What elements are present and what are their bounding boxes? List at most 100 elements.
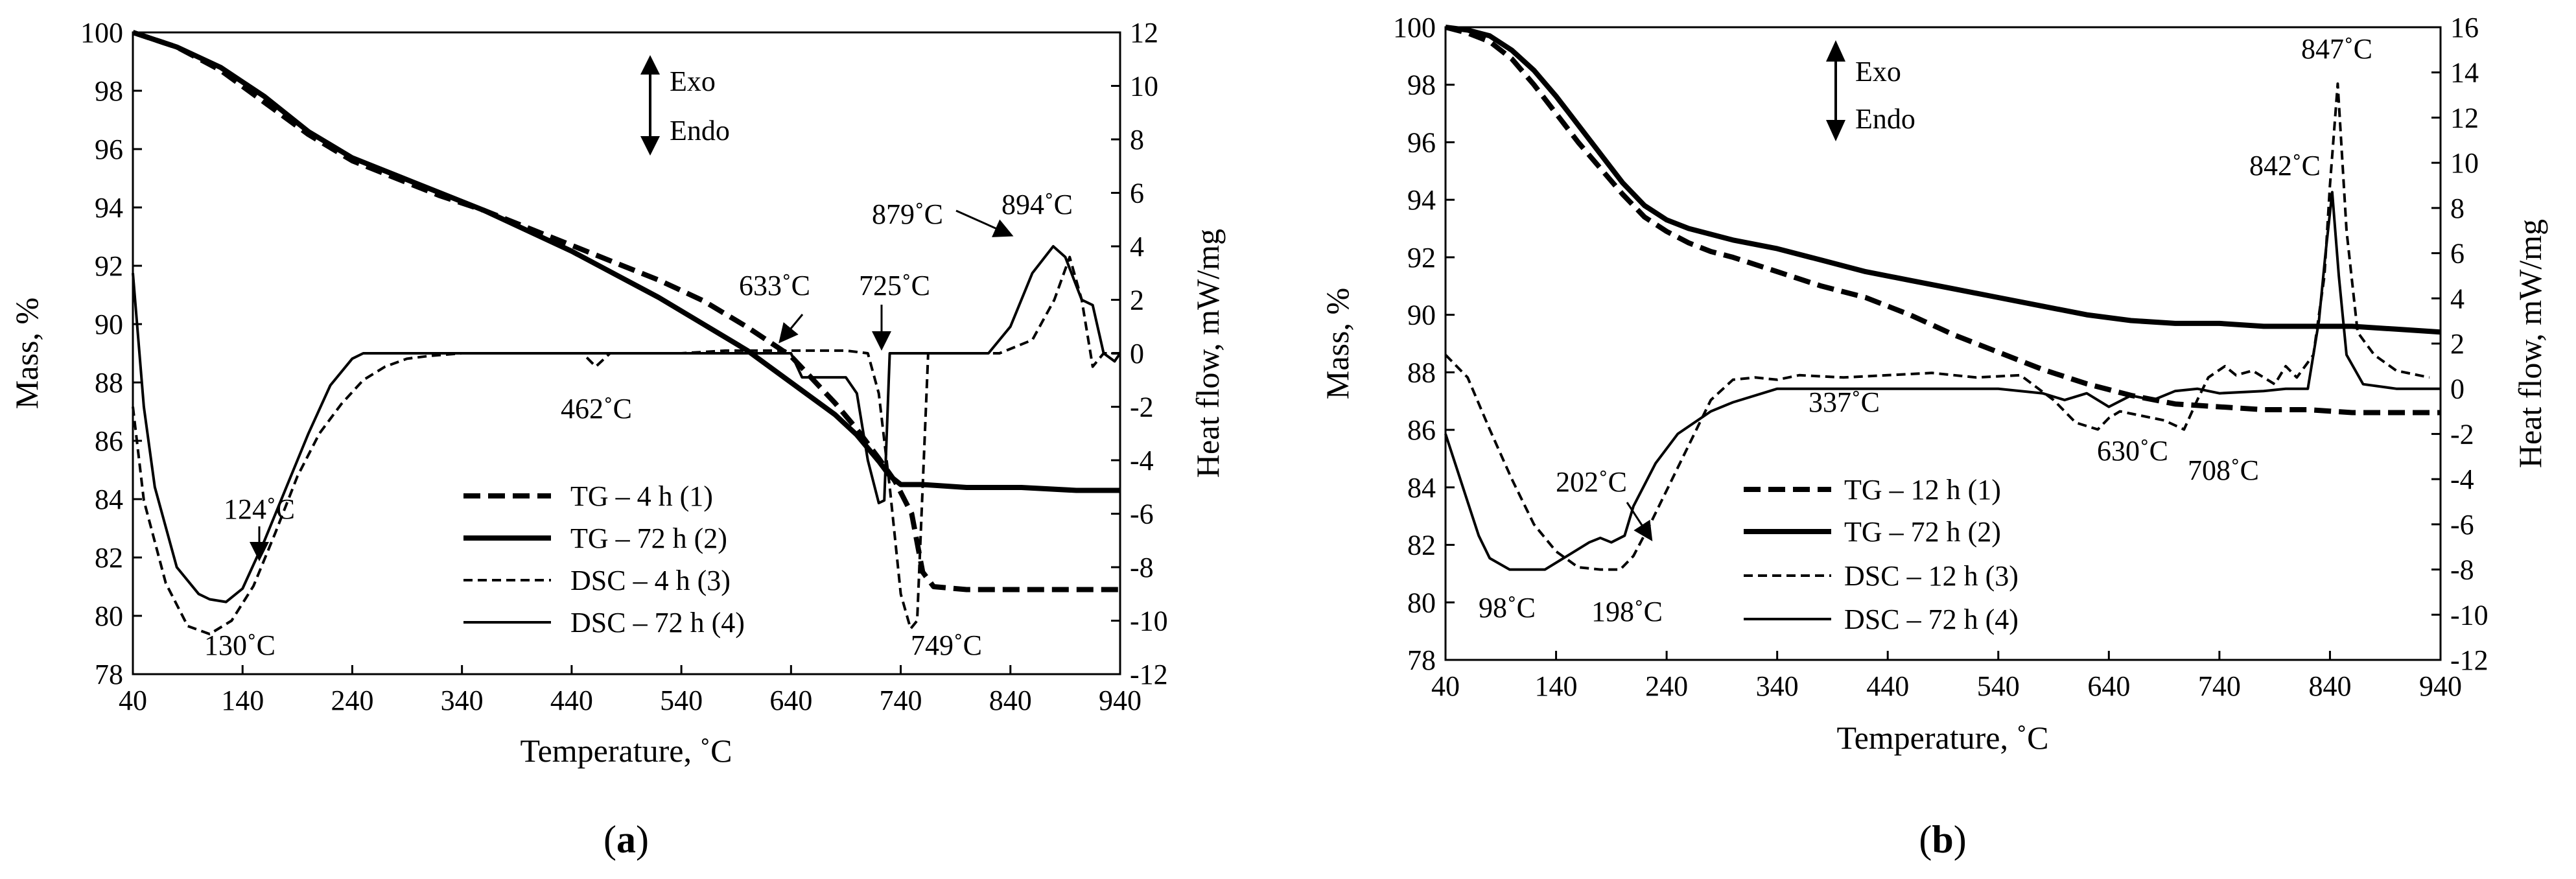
x-axis-title: Temperature, ˚C [521, 732, 732, 769]
annotation-130c: 130˚C [204, 629, 275, 661]
legend-label-2: TG – 72 h (2) [1844, 516, 2001, 548]
series-line-2 [132, 30, 1120, 493]
y2-tick-label: 16 [2450, 12, 2479, 43]
series-line-1 [1444, 25, 2441, 416]
annotation-842c: 842˚C [2249, 150, 2321, 182]
y-tick-label: 88 [95, 367, 123, 399]
y-tick-label: 96 [1407, 126, 1436, 158]
endo-arrow-icon [640, 136, 660, 156]
y2-tick-label: 2 [2450, 328, 2465, 360]
y2-tick-label: -12 [1130, 659, 1168, 690]
series-line-4 [132, 245, 1121, 604]
annotation-98c: 98˚C [1479, 592, 1536, 624]
exo-endo-indicator: Exo Endo [1826, 40, 1915, 141]
series-layer [1444, 25, 2441, 571]
y-tick-label: 100 [1393, 12, 1436, 43]
y2-tick-label: 10 [2450, 147, 2479, 179]
y-tick-label: 98 [1407, 69, 1436, 101]
y2-tick-label: -8 [2450, 554, 2474, 586]
y-axis-title: Mass, % [8, 298, 45, 409]
legend: TG – 4 h (1) TG – 72 h (2) DSC – 4 h (3)… [463, 480, 745, 639]
annotation-462c: 462˚C [561, 393, 632, 425]
annotation-202c-arrow [1626, 502, 1653, 542]
y-tick-label: 88 [1407, 357, 1436, 388]
legend-label-3: DSC – 12 h (3) [1844, 560, 2019, 592]
y-tick-label: 84 [1407, 472, 1436, 504]
legend-label-3: DSC – 4 h (3) [570, 565, 731, 596]
x-tick-label: 140 [1535, 670, 1578, 702]
annotations: 124˚C 130˚C 462˚C 633˚C 725˚C 749˚C 879˚… [204, 189, 1073, 661]
x-tick-label: 540 [660, 685, 703, 716]
y2-tick-label: -4 [2450, 463, 2474, 495]
legend-label-4: DSC – 72 h (4) [1844, 604, 2019, 635]
y-tick-label: 78 [95, 659, 123, 690]
annotation-879c-arrow [955, 209, 1014, 237]
y-ticks: 78 80 82 84 86 88 90 92 94 96 98 100 [80, 17, 142, 690]
endo-label: Endo [670, 115, 730, 146]
series-line-4 [1444, 191, 2441, 571]
x-tick-label: 740 [2198, 670, 2241, 702]
y-tick-label: 92 [95, 250, 123, 282]
exo-label: Exo [1855, 56, 1901, 88]
annotation-202c: 202˚C [1556, 466, 1627, 498]
x-tick-label: 440 [550, 685, 593, 716]
y2-tick-label: 6 [2450, 238, 2465, 270]
y-tick-label: 94 [95, 192, 123, 224]
annotation-894c: 894˚C [1001, 189, 1073, 220]
y2-tick-label: 8 [1130, 124, 1144, 156]
annotation-198c: 198˚C [1591, 596, 1663, 627]
y-tick-label: 78 [1407, 644, 1436, 676]
y2-tick-label: 12 [1130, 17, 1158, 49]
y-tick-label: 98 [95, 75, 123, 107]
y2-tick-label: -6 [1130, 498, 1154, 530]
y2-tick-label: -10 [1130, 605, 1168, 637]
y2-tick-label: -6 [2450, 509, 2474, 541]
annotation-847c: 847˚C [2301, 33, 2372, 65]
y-tick-label: 100 [80, 17, 123, 49]
y-ticks: 78 80 82 84 86 88 90 92 94 96 98 100 [1393, 12, 1455, 676]
y2-axis-title: Heat flow, mW/mg [2512, 219, 2548, 468]
y2-tick-label: -4 [1130, 445, 1154, 476]
panel-letter-a: a [616, 818, 636, 861]
x-tick-label: 240 [331, 685, 373, 716]
legend: TG – 12 h (1) TG – 72 h (2) DSC – 12 h (… [1744, 474, 2019, 635]
y2-tick-label: 14 [2450, 57, 2479, 89]
x-tick-label: 40 [119, 685, 147, 716]
series-line-2 [1445, 25, 2441, 335]
y-tick-label: 90 [1407, 299, 1436, 331]
legend-label-1: TG – 4 h (1) [570, 480, 713, 512]
y2-tick-label: -2 [1130, 392, 1154, 423]
exo-label: Exo [670, 65, 716, 97]
x-tick-label: 840 [2308, 670, 2351, 702]
legend-label-1: TG – 12 h (1) [1844, 474, 2001, 506]
y-axis-title: Mass, % [1319, 288, 1355, 399]
y-tick-label: 94 [1407, 184, 1436, 216]
x-tick-label: 240 [1645, 670, 1688, 702]
x-axis-title: Temperature, ˚C [1837, 720, 2049, 756]
annotation-337c: 337˚C [1809, 386, 1880, 418]
chart-panel-a: 40 140 240 340 440 540 640 740 840 940 7880828486… [8, 17, 1226, 861]
x-ticks: 40 140 240 340 440 540 640 740 840 940 [119, 665, 1142, 716]
y2-tick-label: -2 [2450, 418, 2474, 450]
x-tick-label: 540 [1977, 670, 2020, 702]
annotation-124c: 124˚C [224, 493, 295, 525]
x-tick-label: 940 [2419, 670, 2462, 702]
y2-tick-label: -10 [2450, 599, 2488, 631]
x-tick-label: 340 [1756, 670, 1799, 702]
y2-tick-label: 12 [2450, 102, 2479, 134]
y2-tick-label: 8 [2450, 193, 2465, 224]
endo-arrow-icon [1826, 120, 1845, 141]
exo-arrow-icon [640, 55, 660, 75]
y-tick-label: 80 [95, 600, 123, 632]
y2-tick-label: 6 [1130, 178, 1144, 209]
y-tick-label: 90 [95, 309, 123, 340]
y-tick-label: 80 [1407, 587, 1436, 618]
x-tick-label: 440 [1866, 670, 1909, 702]
x-ticks: 40 140 240 340 440 540 640 740 840 940 [1431, 651, 2462, 702]
legend-label-2: TG – 72 h (2) [570, 522, 727, 554]
y-tick-label: 86 [95, 425, 123, 457]
y2-tick-label: 0 [1130, 338, 1144, 369]
annotation-633c: 633˚C [739, 270, 810, 301]
x-tick-label: 40 [1431, 670, 1460, 702]
y-tick-label: 92 [1407, 242, 1436, 274]
